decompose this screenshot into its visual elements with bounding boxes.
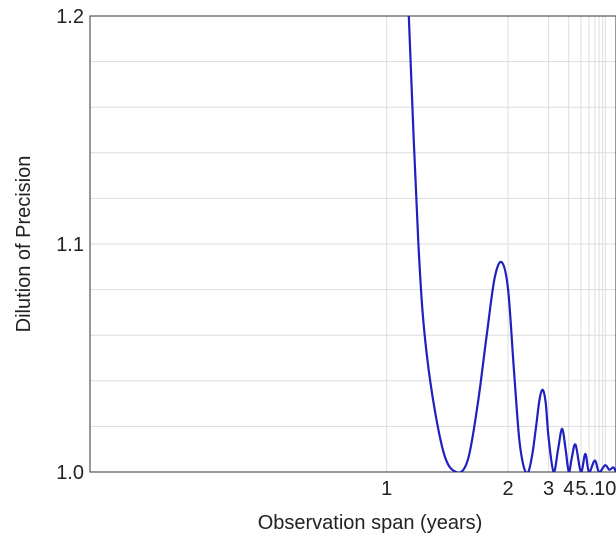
y-tick-label: 1.0 [56,462,84,484]
y-tick-label: 1.2 [56,6,84,28]
plot-frame [89,15,616,473]
y-tick-label: 1.1 [56,234,84,256]
x-tick-label: 4 [563,478,574,500]
series-line [407,16,616,472]
y-axis-label: Dilution of Precision [13,156,35,333]
grid [90,16,616,472]
x-tick-label: ... [584,478,601,500]
x-tick-label: 10 [594,478,616,500]
x-tick-label: 3 [543,478,554,500]
x-tick-label: 2 [503,478,514,500]
x-axis-label: Observation span (years) [258,512,483,534]
x-tick-label: 1 [381,478,392,500]
tick-labels: 1 2 3 4 5...10 1.0 1.1 1.2 [56,6,616,500]
x-tick-label: 5 [575,478,586,500]
